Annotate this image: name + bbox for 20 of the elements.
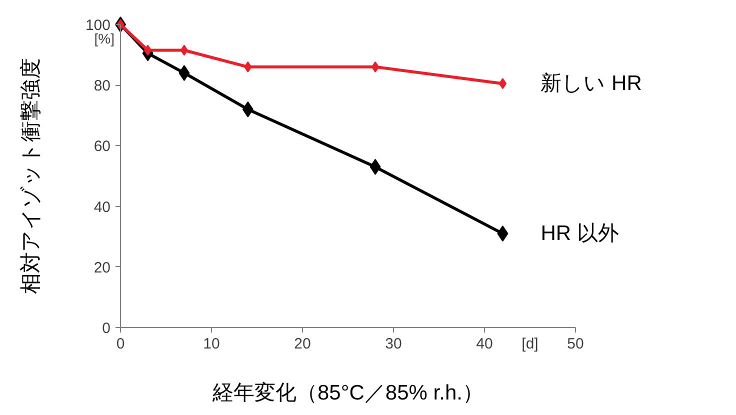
x-axis-title: 経年変化（85°C／85% r.h.） (212, 382, 484, 404)
x-tick-label: 10 (203, 336, 220, 352)
series-label: HR 以外 (540, 222, 619, 246)
y-tick-label: 40 (94, 198, 111, 216)
x-tick-label: 50 (567, 336, 584, 352)
y-tick-label: 0 (102, 320, 110, 337)
x-tick-label: 30 (385, 336, 402, 352)
y-axis-title: 相対アイゾット衝撃強度 (19, 58, 42, 294)
x-tick-label: 20 (294, 336, 311, 352)
x-tick-label: 0 (116, 336, 125, 352)
y-tick-label: 60 (94, 138, 111, 156)
series-label: 新しい HR (540, 72, 642, 96)
x-tick-label: 40 (476, 336, 493, 352)
point (144, 44, 152, 56)
y-tick-label: 80 (94, 78, 111, 95)
point (180, 44, 188, 56)
y-tick-label: 20 (94, 259, 111, 276)
text: [d] (522, 336, 538, 352)
point (498, 78, 507, 90)
point (371, 61, 380, 72)
